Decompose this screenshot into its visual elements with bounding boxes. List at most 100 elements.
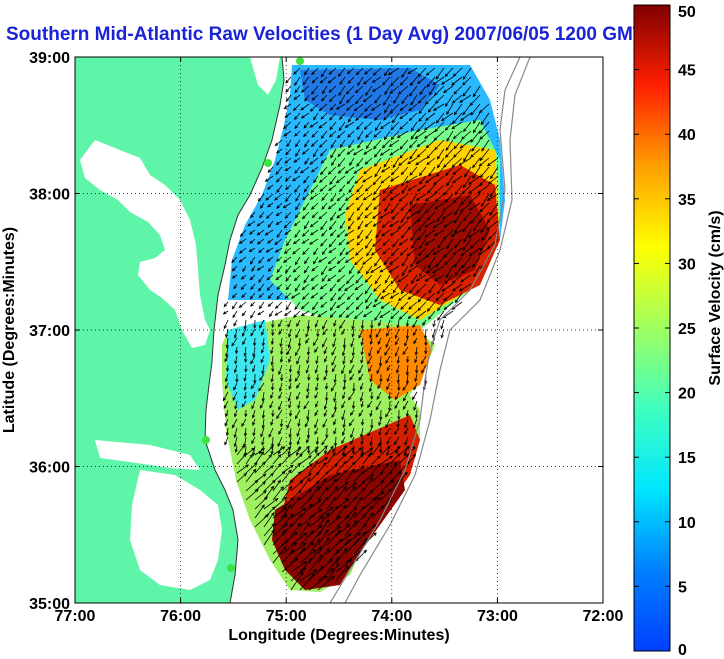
velocity-arrow-head — [311, 572, 315, 577]
velocity-arrow — [380, 148, 391, 156]
velocity-arrow-head — [343, 445, 348, 449]
x-tick-label: 74:00 — [371, 608, 412, 625]
velocity-arrow-head — [406, 359, 410, 364]
velocity-arrow-head — [363, 549, 368, 554]
velocity-arrow — [455, 292, 463, 303]
velocity-arrow-head — [311, 97, 316, 101]
velocity-arrow — [252, 445, 256, 456]
velocity-arrow — [305, 328, 310, 337]
velocity-arrow-head — [337, 296, 342, 301]
velocity-arrow — [398, 446, 410, 456]
velocity-arrow-head — [440, 81, 445, 85]
velocity-arrow — [371, 455, 381, 465]
velocity-arrow-head — [276, 234, 280, 239]
velocity-arrow — [265, 229, 274, 236]
velocity-arrow — [326, 391, 328, 401]
velocity-arrow-head — [295, 197, 299, 202]
velocity-arrow-head — [320, 226, 324, 231]
velocity-arrow-head — [413, 407, 417, 411]
velocity-arrow — [463, 121, 472, 132]
velocity-arrow-head — [373, 134, 378, 138]
velocity-arrow — [232, 391, 238, 401]
velocity-arrow — [453, 130, 463, 139]
velocity-arrow — [418, 220, 427, 231]
velocity-arrow — [344, 283, 355, 291]
velocity-arrow — [427, 211, 436, 221]
velocity-arrow-head — [404, 424, 408, 429]
velocity-arrow-head — [316, 485, 320, 490]
velocity-arrow — [433, 175, 445, 185]
velocity-arrow-head — [276, 189, 280, 194]
velocity-arrow — [345, 121, 355, 128]
velocity-arrow — [321, 94, 328, 102]
velocity-arrow — [323, 409, 328, 417]
velocity-arrow — [454, 202, 463, 215]
velocity-arrow-head — [318, 179, 323, 183]
velocity-arrow — [394, 400, 400, 409]
velocity-arrow — [358, 373, 364, 381]
velocity-arrow — [252, 418, 256, 426]
velocity-arrow — [444, 274, 454, 284]
velocity-arrow — [311, 85, 319, 95]
velocity-arrow — [412, 391, 418, 400]
velocity-arrow — [329, 67, 337, 75]
velocity-arrow — [365, 184, 373, 192]
velocity-arrow-head — [250, 214, 254, 219]
velocity-arrow — [379, 211, 391, 219]
velocity-arrow-head — [351, 461, 356, 466]
velocity-arrow — [374, 121, 382, 131]
velocity-arrow-head — [293, 96, 298, 100]
velocity-arrow-head — [416, 289, 420, 294]
velocity-arrow-head — [346, 515, 350, 519]
velocity-arrow — [401, 229, 409, 239]
velocity-arrow — [385, 409, 391, 418]
velocity-arrow-head — [365, 134, 369, 139]
velocity-arrow — [337, 274, 346, 283]
velocity-arrow — [404, 436, 409, 446]
velocity-arrow — [395, 391, 400, 400]
velocity-arrow — [307, 427, 310, 438]
velocity-arrow — [268, 427, 274, 438]
velocity-arrow-head — [344, 547, 348, 552]
velocity-arrow-head — [381, 144, 386, 149]
velocity-arrow-head — [293, 277, 298, 282]
velocity-arrow — [356, 67, 364, 75]
velocity-arrow — [365, 85, 373, 96]
velocity-arrow-head — [362, 313, 367, 318]
velocity-arrow-head — [381, 224, 386, 229]
velocity-arrow — [250, 274, 256, 280]
station-marker — [202, 436, 210, 444]
velocity-arrow — [317, 497, 328, 510]
velocity-arrow — [263, 523, 275, 537]
velocity-arrow — [272, 454, 282, 465]
velocity-arrow-head — [354, 315, 358, 320]
velocity-arrow — [294, 373, 301, 382]
velocity-arrow-head — [301, 151, 306, 155]
velocity-arrow — [368, 346, 373, 357]
velocity-arrow-head — [308, 472, 312, 477]
velocity-arrow — [354, 103, 364, 112]
velocity-arrow — [379, 265, 391, 273]
velocity-arrow-head — [336, 472, 341, 476]
velocity-arrow-head — [364, 161, 369, 165]
velocity-arrow-head — [261, 448, 266, 452]
velocity-arrow-head — [248, 248, 253, 252]
velocity-arrow — [409, 148, 418, 160]
colorbar-gradient — [633, 4, 671, 652]
velocity-arrow-head — [301, 296, 306, 300]
x-tick-label: 75:00 — [266, 608, 307, 625]
velocity-arrow — [327, 76, 337, 84]
velocity-arrow-head — [250, 303, 254, 307]
velocity-arrow-head — [379, 125, 384, 130]
velocity-arrow-head — [252, 422, 256, 426]
velocity-arrow — [380, 479, 394, 492]
velocity-arrow — [399, 139, 409, 150]
velocity-arrow-head — [240, 276, 245, 280]
velocity-arrow-head — [305, 369, 309, 374]
velocity-arrow-head — [373, 206, 377, 210]
velocity-arrow — [346, 175, 355, 185]
velocity-arrow-head — [243, 386, 247, 391]
velocity-arrow-head — [301, 286, 306, 291]
velocity-arrow — [250, 211, 256, 218]
velocity-arrow-head — [370, 107, 375, 111]
